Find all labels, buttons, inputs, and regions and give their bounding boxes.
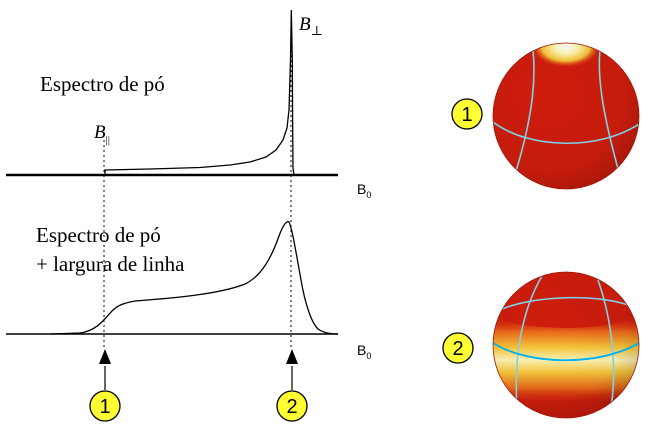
b-perpendicular-label: B⊥ — [299, 14, 323, 38]
marker-1: 1 — [89, 349, 121, 422]
sphere-badge-2-label: 2 — [452, 338, 463, 360]
marker-2: 2 — [276, 349, 308, 422]
b-parallel-label: B|| — [94, 122, 110, 146]
bottom-title-line-2: + largura de linha — [36, 252, 185, 276]
up-arrow-icon — [286, 349, 298, 390]
top-spectrum-title: Espectro de pó — [40, 72, 165, 96]
marker-badge-1 — [89, 390, 121, 422]
marker-badge-2-label: 2 — [286, 396, 297, 418]
top-panel: Espectro de pó B|| B⊥ B0 — [6, 9, 371, 200]
bottom-axis-label: B0 — [357, 342, 371, 361]
sphere-badge-1-label: 1 — [461, 104, 472, 126]
sphere-1-pole-orientation: 1 — [451, 42, 640, 190]
bottom-panel: Espectro de pó + largura de linha B0 — [6, 220, 371, 361]
marker-badge-1-label: 1 — [99, 396, 110, 418]
sphere-badge-2 — [442, 332, 474, 364]
bottom-title-line-1: Espectro de pó — [36, 223, 161, 247]
up-arrow-icon — [99, 349, 111, 390]
top-axis-label: B0 — [357, 181, 371, 200]
sphere-badge-1 — [451, 98, 483, 130]
bottom-broadened-spectrum-curve — [49, 220, 339, 335]
top-powder-spectrum-curve — [104, 9, 295, 176]
sphere-2-equator-orientation: 2 — [442, 271, 640, 419]
marker-badge-2 — [276, 390, 308, 422]
